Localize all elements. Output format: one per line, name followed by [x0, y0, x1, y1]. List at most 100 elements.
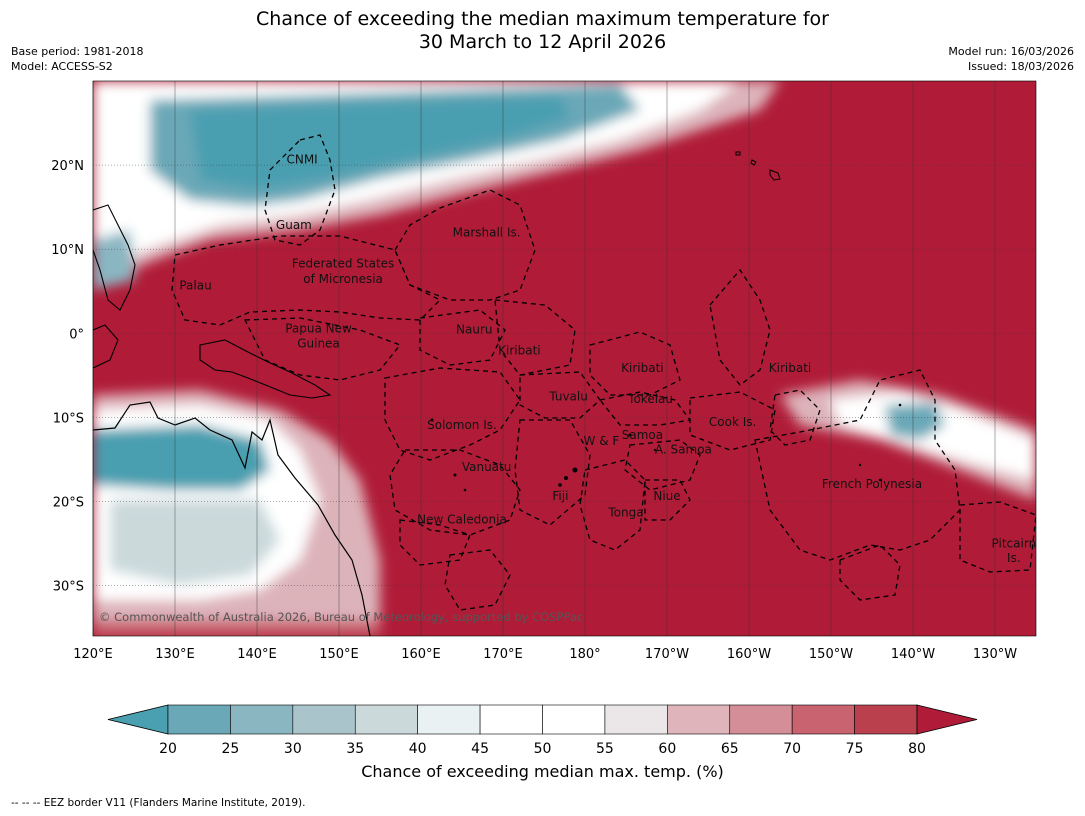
south-west-band: [93, 390, 380, 636]
region-label: Kiribati: [621, 361, 663, 375]
eez-borders: [171, 134, 1036, 611]
latitude-labels: 20°N 10°N 0° 10°S 20°S 30°S: [51, 159, 84, 594]
colorbar-tick-label: 45: [471, 741, 489, 757]
south-east-band: [780, 380, 1036, 500]
colorbar-tick-label: 75: [846, 741, 864, 757]
region-label: Cook Is.: [709, 415, 756, 429]
lon-tick-label: 170°W: [645, 647, 689, 662]
colorbar-cells: [107, 704, 978, 735]
colorbar-title: Chance of exceeding median max. temp. (%…: [361, 762, 724, 781]
map-frame: [92, 80, 1037, 637]
colorbar-tick-label: 25: [222, 741, 240, 757]
lat-tick-label: 10°S: [53, 411, 84, 426]
region-label: A. Samoa: [655, 443, 712, 457]
lat-tick-label: 30°S: [53, 580, 84, 595]
region-label: CNMI: [286, 152, 317, 166]
colorbar-tick-label: 70: [783, 741, 801, 757]
region-label: Kiribati: [769, 361, 811, 375]
australia-coastline: [93, 401, 371, 636]
colorbar-tick-label: 40: [409, 741, 427, 757]
region-label: Papua New: [285, 321, 352, 335]
model-run: Model run: 16/03/2026: [948, 45, 1074, 58]
colorbar-high-extension: [916, 704, 978, 735]
gridlines: [92, 81, 1036, 636]
lon-tick-label: 130°W: [973, 647, 1017, 662]
colorbar-tick-label: 65: [721, 741, 739, 757]
lat-tick-label: 10°N: [51, 243, 84, 258]
region-label: Nauru: [456, 322, 492, 336]
lat-tick-label: 0°: [69, 327, 84, 342]
base-period: Base period: 1981-2018: [11, 45, 144, 58]
colorbar-cell: [667, 704, 731, 735]
region-label: of Micronesia: [303, 272, 383, 286]
chart-title: Chance of exceeding the median maximum t…: [0, 8, 1085, 54]
region-label: Guam: [276, 218, 312, 232]
colorbar-tick-label: 20: [159, 741, 177, 757]
colorbar-tick-labels: 20 25 30 35 40 45 50 55 60 65 70 75 80: [159, 741, 926, 757]
colorbar-cell: [854, 704, 918, 735]
region-label: Solomon Is.: [427, 418, 497, 432]
longitude-labels: 120°E 130°E 140°E 150°E 160°E 170°E 180° 170°W 1…: [73, 647, 1017, 662]
region-label: Guinea: [297, 337, 340, 351]
colorbar-cell: [230, 704, 294, 735]
region-label: W & F: [584, 434, 620, 448]
region-label: Palau: [179, 279, 211, 293]
lon-tick-label: 170°E: [483, 647, 523, 662]
borneo-coastline: [93, 324, 119, 369]
region-label: Pitcairn: [992, 537, 1037, 551]
colorbar-cell: [479, 704, 543, 735]
colorbar-low-extension: [107, 704, 169, 735]
colorbar-cell: [791, 704, 855, 735]
eez-footnote: -- -- -- EEZ border V11 (Flanders Marine…: [11, 797, 306, 809]
new-guinea-coastline: [199, 339, 332, 399]
probability-fields: [93, 81, 1036, 636]
region-label: Tonga: [607, 506, 643, 520]
issued-date: Issued: 18/03/2026: [967, 60, 1074, 73]
region-label: French Polynesia: [822, 477, 922, 491]
colorbar-tick-label: 35: [346, 741, 364, 757]
lon-tick-label: 160°W: [727, 647, 771, 662]
lat-tick-label: 20°N: [51, 159, 84, 174]
colorbar-tick-label: 55: [596, 741, 614, 757]
title-line-2: 30 March to 12 April 2026: [418, 31, 667, 53]
colorbar-tick-label: 80: [908, 741, 926, 757]
colorbar-cell: [417, 704, 481, 735]
meta-left: Base period: 1981-2018 Model: ACCESS-S2: [11, 44, 143, 74]
model-name: Model: ACCESS-S2: [11, 60, 113, 73]
copyright-notice: © Commonwealth of Australia 2026, Bureau…: [99, 610, 583, 624]
region-label: Niue: [653, 489, 680, 503]
region-label: Federated States: [292, 257, 394, 271]
colorbar-tick-label: 60: [658, 741, 676, 757]
lon-tick-label: 130°E: [155, 647, 195, 662]
colorbar-cell: [729, 704, 793, 735]
region-label: Tokelau: [627, 392, 673, 406]
region-label: Fiji: [552, 489, 568, 503]
title-line-1: Chance of exceeding the median maximum t…: [256, 8, 829, 30]
colorbar-tick-label: 50: [534, 741, 552, 757]
lon-tick-label: 180°: [569, 647, 600, 662]
region-label: Is.: [1007, 551, 1021, 565]
colorbar-cell: [292, 704, 356, 735]
lon-tick-label: 140°W: [891, 647, 935, 662]
north-band: [93, 81, 780, 290]
lon-tick-label: 160°E: [401, 647, 441, 662]
lon-tick-label: 120°E: [73, 647, 113, 662]
region-label: Marshall Is.: [453, 226, 521, 240]
island-marks: [430, 403, 902, 492]
region-label: Vanuatu: [462, 460, 512, 474]
lon-tick-label: 150°W: [809, 647, 853, 662]
colorbar-tick-label: 30: [284, 741, 302, 757]
region-label: New Caledonia: [417, 512, 507, 526]
colorbar-cell: [604, 704, 668, 735]
region-label: Tuvalu: [548, 390, 588, 404]
region-label: Samoa: [622, 428, 663, 442]
colorbar-cell: [167, 704, 231, 735]
colorbar-cell: [542, 704, 606, 735]
lon-tick-label: 150°E: [319, 647, 359, 662]
meta-right: Model run: 16/03/2026 Issued: 18/03/2026: [948, 44, 1074, 74]
region-label: Kiribati: [498, 343, 540, 357]
colorbar-cell: [354, 704, 418, 735]
lat-tick-label: 20°S: [53, 495, 84, 510]
